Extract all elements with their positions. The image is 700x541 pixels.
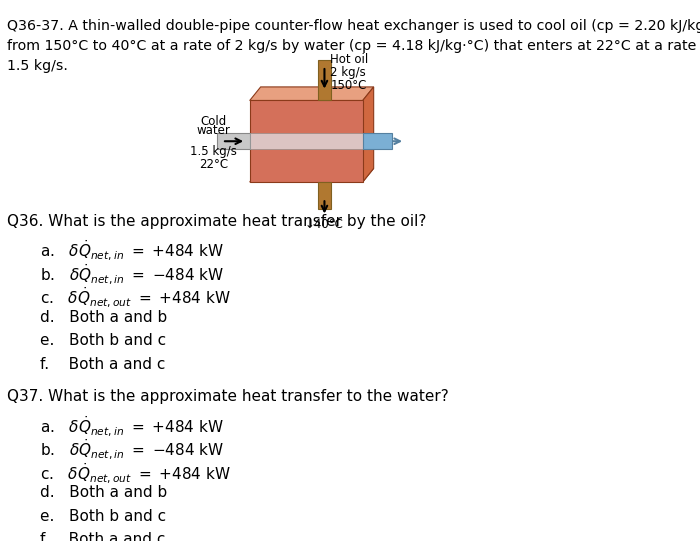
Text: 150°C: 150°C bbox=[330, 79, 367, 92]
Text: Q37. What is the approximate heat transfer to the water?: Q37. What is the approximate heat transf… bbox=[7, 390, 449, 404]
Text: f.    Both a and c: f. Both a and c bbox=[40, 532, 165, 541]
Text: b.   $\delta\dot{Q}_{net,in}$ $=$ $-$484 kW: b. $\delta\dot{Q}_{net,in}$ $=$ $-$484 k… bbox=[40, 438, 225, 463]
Text: 2 kg/s: 2 kg/s bbox=[330, 66, 366, 79]
Text: a.   $\delta\dot{Q}_{net,in}$ $=$ +484 kW: a. $\delta\dot{Q}_{net,in}$ $=$ +484 kW bbox=[40, 239, 224, 263]
Polygon shape bbox=[318, 182, 331, 209]
Polygon shape bbox=[250, 168, 374, 182]
Polygon shape bbox=[363, 87, 374, 182]
Text: Q36-37. A thin-walled double-pipe counter-flow heat exchanger is used to cool oi: Q36-37. A thin-walled double-pipe counte… bbox=[7, 19, 700, 33]
Text: c.   $\delta\dot{Q}_{net,out}$ $=$ +484 kW: c. $\delta\dot{Q}_{net,out}$ $=$ +484 kW bbox=[40, 286, 231, 311]
Text: Cold: Cold bbox=[200, 115, 226, 128]
Text: Hot oil: Hot oil bbox=[330, 54, 368, 67]
Polygon shape bbox=[250, 133, 363, 149]
Text: e.   Both b and c: e. Both b and c bbox=[40, 509, 166, 524]
Text: 1.5 kg/s: 1.5 kg/s bbox=[190, 145, 237, 158]
Text: f.    Both a and c: f. Both a and c bbox=[40, 357, 165, 372]
Text: d.   Both a and b: d. Both a and b bbox=[40, 485, 167, 500]
Polygon shape bbox=[318, 60, 331, 101]
Text: from 150°C to 40°C at a rate of 2 kg/s by water (cp = 4.18 kJ/kg·°C) that enters: from 150°C to 40°C at a rate of 2 kg/s b… bbox=[7, 39, 700, 53]
Text: ↓40°C: ↓40°C bbox=[305, 218, 344, 231]
Polygon shape bbox=[250, 87, 374, 101]
Text: a.   $\delta\dot{Q}_{net,in}$ $=$ +484 kW: a. $\delta\dot{Q}_{net,in}$ $=$ +484 kW bbox=[40, 414, 224, 439]
Text: b.   $\delta\dot{Q}_{net,in}$ $=$ $-$484 kW: b. $\delta\dot{Q}_{net,in}$ $=$ $-$484 k… bbox=[40, 262, 225, 287]
Text: 22°C: 22°C bbox=[199, 157, 228, 170]
Text: e.   Both b and c: e. Both b and c bbox=[40, 333, 166, 348]
Polygon shape bbox=[217, 133, 250, 149]
Polygon shape bbox=[250, 101, 363, 182]
Text: 1.5 kg/s.: 1.5 kg/s. bbox=[7, 59, 68, 73]
Text: water: water bbox=[196, 124, 230, 137]
Polygon shape bbox=[363, 133, 392, 149]
Text: Q36. What is the approximate heat transfer by the oil?: Q36. What is the approximate heat transf… bbox=[7, 214, 427, 229]
Text: c.   $\delta\dot{Q}_{net,out}$ $=$ +484 kW: c. $\delta\dot{Q}_{net,out}$ $=$ +484 kW bbox=[40, 461, 231, 486]
Text: d.   Both a and b: d. Both a and b bbox=[40, 309, 167, 325]
